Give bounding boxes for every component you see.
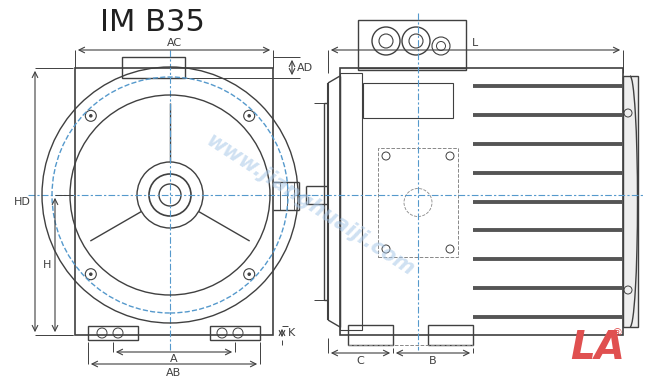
Bar [623,76,638,327]
Bar [358,20,466,70]
Text: AB: AB [166,368,181,378]
Text: HD: HD [14,196,31,207]
Bar [428,325,473,345]
Text: B: B [429,356,437,366]
Text: IM B35: IM B35 [99,8,205,37]
Text: I: I [307,196,311,207]
Bar [378,148,458,257]
Text: A: A [170,354,178,364]
Bar [122,57,185,78]
Text: H: H [43,260,51,270]
Text: C: C [357,356,365,366]
Text: AD: AD [297,63,313,73]
Text: K: K [289,328,296,338]
Text: ®: ® [612,328,623,338]
Bar [348,325,393,345]
Circle shape [90,115,92,117]
Circle shape [248,273,250,275]
Bar [340,73,362,330]
Bar [210,326,260,340]
Bar [88,326,138,340]
Text: www.jianghuaiji.com: www.jianghuaiji.com [202,130,418,280]
Bar [363,83,453,118]
Bar [75,68,273,335]
Text: L: L [473,38,478,48]
Bar [340,68,623,335]
Text: LA: LA [571,329,625,367]
Circle shape [90,273,92,275]
Circle shape [248,115,250,117]
Text: AC: AC [166,38,181,48]
